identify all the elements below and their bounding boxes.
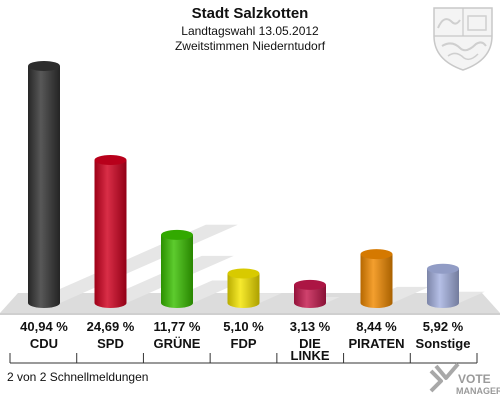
bar-top [227,268,260,279]
bar-body [294,284,326,308]
vote-manager-logo: VOTE MANAGER [429,362,500,396]
bar-top [360,249,393,260]
bar-top [94,155,127,166]
category-label: CDU [30,336,58,351]
bar-spd [94,155,127,308]
nrw-coat-of-arms-icon [433,7,493,71]
bar-grüne [161,229,193,308]
value-labels: 40,94 % 24,69 % 11,77 % 5,10 % 3,13 % 8,44 % 5… [20,319,464,334]
category-label: DIE LINKE [291,336,330,363]
value-label: 24,69 % [87,319,135,334]
brand-name-line1: VOTE [458,372,491,386]
value-label: 8,44 % [356,319,397,334]
bar-body [161,234,193,308]
value-label: 3,13 % [290,319,331,334]
bar-body [94,160,127,308]
footer-status: 2 von 2 Schnellmeldungen [7,370,148,384]
category-label: Sonstige [416,336,471,351]
chart-floor-front [0,313,500,315]
bar-top [161,229,193,240]
chart-title: Stadt Salzkotten [192,5,309,22]
bars [28,60,459,308]
bar-body [427,268,459,308]
bar-top [28,60,60,71]
category-label: PIRATEN [348,336,404,351]
value-label: 5,10 % [223,319,264,334]
category-label: SPD [97,336,124,351]
chart-subtitle-district: Zweitstimmen Niederntudorf [175,39,326,53]
bar-body [360,254,393,308]
bar-body [28,65,60,308]
chart-subtitle-election: Landtagswahl 13.05.2012 [181,24,319,38]
bar-top [427,263,459,274]
value-label: 5,92 % [423,319,464,334]
category-label: FDP [231,336,257,351]
category-label: GRÜNE [154,336,201,351]
bar-die-linke [294,279,326,308]
value-label: 40,94 % [20,319,68,334]
bar-body [227,273,260,308]
value-label: 11,77 % [154,319,201,334]
bar-fdp [227,268,260,308]
category-axis: CDU SPD GRÜNE FDP DIE LINKE PIRATEN Sonstige [9,336,478,364]
bar-cdu [28,60,60,308]
brand-name-line2: MANAGER [456,386,500,396]
bar-sonstige [427,263,459,308]
bar-piraten [360,249,393,308]
bar-top [294,279,326,290]
